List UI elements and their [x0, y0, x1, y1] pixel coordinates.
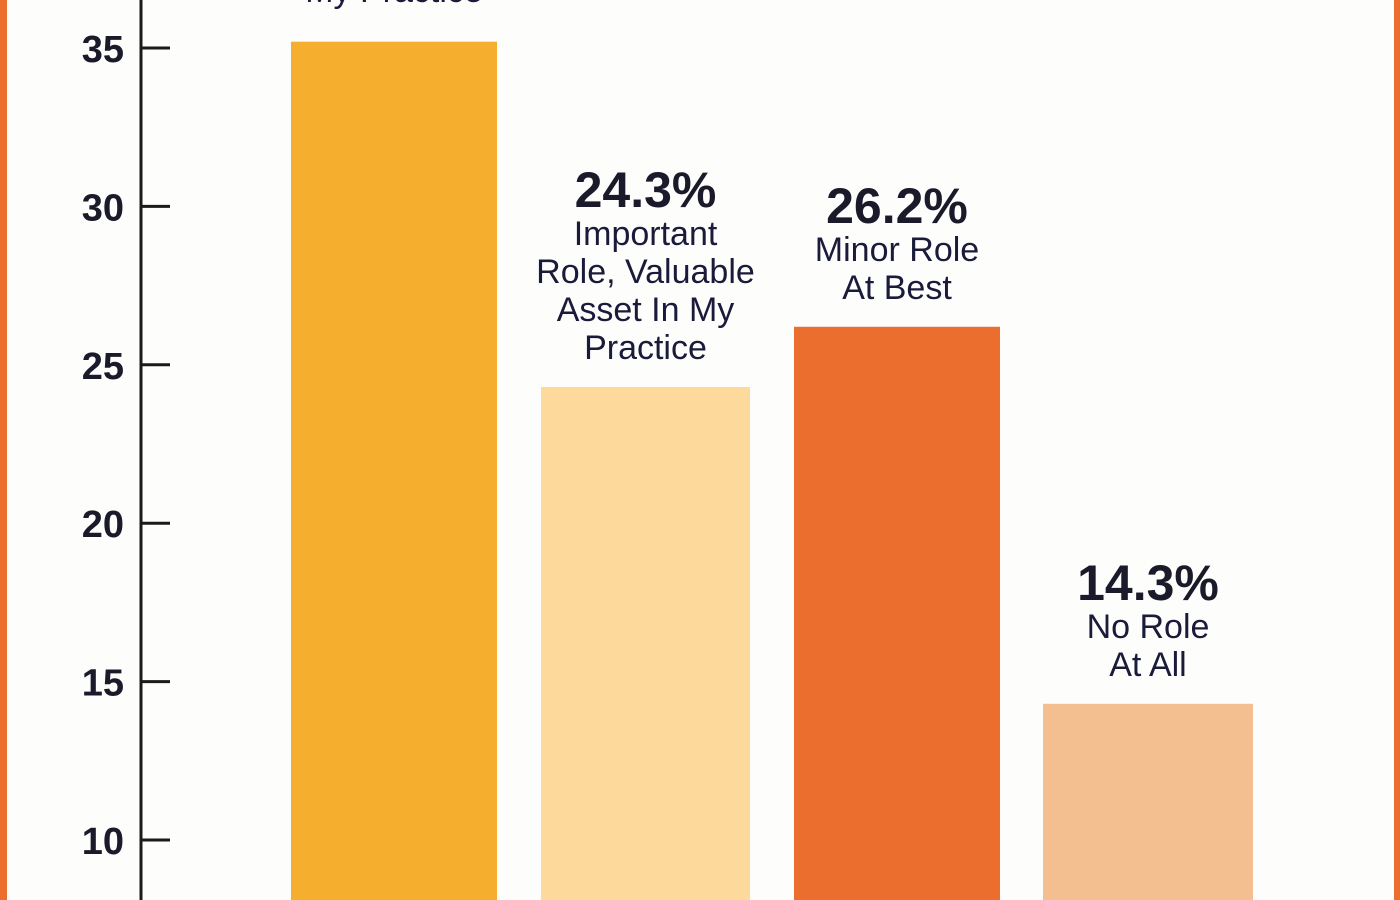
bar [1043, 703, 1253, 900]
y-tick-label: 15 [82, 663, 124, 705]
y-tick-label: 10 [82, 821, 124, 863]
bar [541, 386, 750, 900]
bar-caption: At Best [842, 269, 952, 307]
bar-caption: Role, Valuable [536, 253, 755, 291]
bar [291, 41, 497, 900]
bar [794, 326, 1000, 900]
bar-caption: Asset In My [557, 291, 735, 329]
frame-right [1394, 0, 1400, 900]
bar-caption: My Practice [305, 0, 483, 10]
y-tick-label: 20 [82, 504, 124, 546]
bar-caption: No Role [1087, 608, 1210, 646]
bar-value-label: 26.2% [826, 178, 968, 234]
bar-caption: Practice [584, 329, 707, 367]
bar-caption: At All [1109, 646, 1186, 684]
bar-value-label: 14.3% [1077, 555, 1219, 611]
y-tick-label: 25 [82, 346, 124, 388]
frame-left [0, 0, 7, 900]
y-tick-label: 35 [82, 29, 124, 71]
y-tick-label: 30 [82, 187, 124, 229]
bar-value-label: 24.3% [575, 162, 717, 218]
bar-caption: Important [574, 215, 718, 253]
bar-caption: Minor Role [815, 231, 979, 269]
